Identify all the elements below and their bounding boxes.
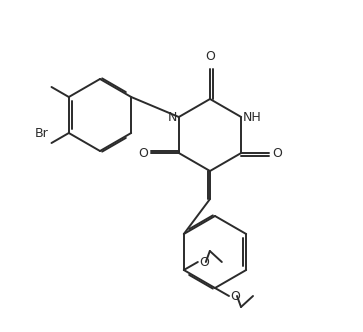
Text: N: N [167, 111, 177, 124]
Text: NH: NH [243, 111, 262, 124]
Text: O: O [205, 50, 215, 63]
Text: Br: Br [35, 127, 49, 140]
Text: O: O [199, 256, 209, 269]
Text: O: O [138, 146, 148, 159]
Text: O: O [272, 146, 282, 159]
Text: O: O [230, 290, 240, 302]
